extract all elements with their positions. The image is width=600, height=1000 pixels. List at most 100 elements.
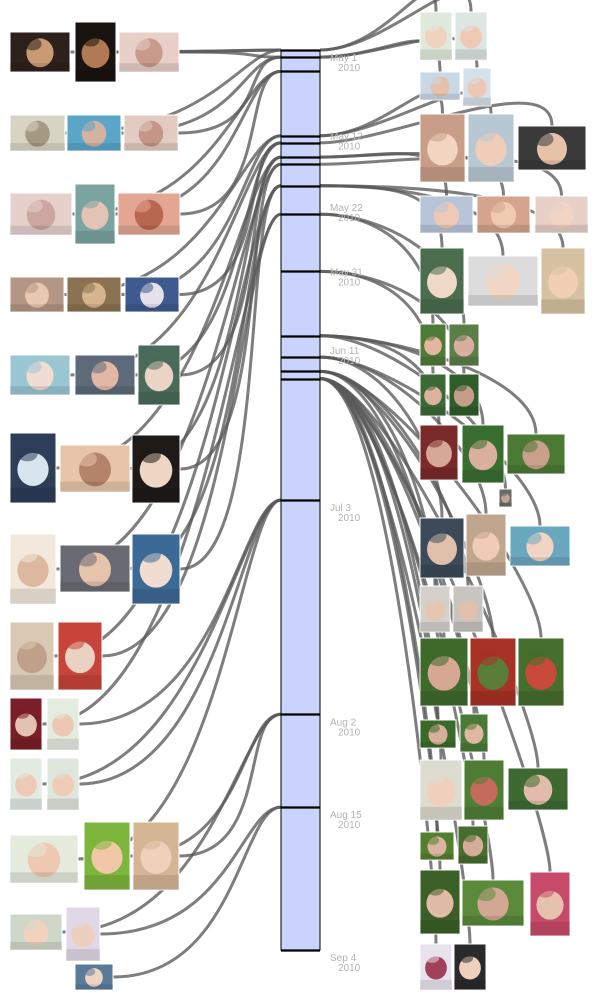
photo-thumbnail[interactable]: [448, 373, 480, 417]
photo-thumbnail[interactable]: [419, 517, 465, 579]
photo-thumbnail[interactable]: [419, 373, 447, 417]
photo-thumbnail[interactable]: [419, 869, 461, 935]
photo-thumbnail[interactable]: [419, 759, 463, 821]
photo-thumbnail[interactable]: [9, 354, 71, 396]
photo-thumbnail[interactable]: [419, 424, 459, 481]
photo-thumbnail[interactable]: [463, 759, 505, 821]
photo-thumbnail[interactable]: [74, 183, 116, 245]
connector-line: [319, 0, 473, 52]
photo-thumbnail[interactable]: [59, 444, 131, 493]
photo-thumbnail[interactable]: [517, 637, 565, 707]
photo-thumbnail[interactable]: [131, 533, 181, 605]
photo-thumbnail[interactable]: [465, 513, 507, 577]
photo-thumbnail[interactable]: [529, 871, 571, 937]
timeline-bar: [280, 49, 321, 952]
date-label: Sep 4 2010: [330, 953, 361, 974]
photo-thumbnail[interactable]: [509, 525, 571, 567]
photo-thumbnail[interactable]: [46, 757, 80, 811]
photo-thumbnail[interactable]: [419, 943, 453, 991]
connector-line: [179, 69, 282, 216]
date-label-year: 2010: [338, 963, 361, 974]
photo-thumbnail[interactable]: [540, 247, 586, 315]
photo-thumbnail[interactable]: [9, 114, 66, 152]
connector-line: [78, 498, 282, 786]
photo-thumbnail[interactable]: [457, 825, 489, 865]
photo-thumbnail[interactable]: [132, 821, 180, 891]
photo-thumbnail[interactable]: [118, 31, 180, 73]
photo-thumbnail[interactable]: [452, 585, 484, 633]
photo-thumbnail[interactable]: [461, 879, 525, 927]
photo-thumbnail[interactable]: [448, 323, 480, 367]
photo-thumbnail[interactable]: [9, 757, 43, 811]
photo-thumbnail[interactable]: [9, 621, 55, 691]
connector-line: [319, 156, 563, 197]
connector-line: [319, 101, 554, 145]
photo-thumbnail[interactable]: [419, 637, 469, 707]
photo-thumbnail[interactable]: [9, 533, 57, 605]
photo-thumbnail[interactable]: [59, 544, 131, 593]
photo-thumbnail[interactable]: [467, 255, 539, 307]
photo-thumbnail[interactable]: [419, 247, 465, 315]
photo-thumbnail[interactable]: [419, 585, 451, 633]
photo-thumbnail[interactable]: [9, 31, 71, 73]
photo-thumbnail[interactable]: [419, 11, 453, 61]
photo-thumbnail[interactable]: [74, 963, 114, 991]
photo-thumbnail[interactable]: [46, 697, 80, 751]
connector-line: [177, 55, 282, 135]
photo-thumbnail[interactable]: [57, 621, 103, 691]
date-label-day: Jun 11: [330, 346, 360, 357]
date-label-day: Aug 15: [330, 810, 362, 821]
photo-thumbnail[interactable]: [74, 354, 136, 396]
date-label-year: 2010: [338, 142, 361, 153]
photo-thumbnail[interactable]: [419, 323, 447, 367]
date-label: Jul 3 2010: [330, 503, 361, 524]
photo-thumbnail[interactable]: [454, 11, 488, 61]
photo-thumbnail[interactable]: [74, 21, 117, 83]
photo-thumbnail[interactable]: [83, 821, 131, 891]
photo-thumbnail[interactable]: [123, 114, 179, 152]
photo-thumbnail[interactable]: [534, 195, 589, 234]
photo-thumbnail[interactable]: [419, 113, 466, 183]
photo-thumbnail[interactable]: [9, 192, 73, 236]
date-label: Aug 15 2010: [330, 810, 362, 831]
date-label-day: Aug 2: [330, 717, 357, 728]
photo-thumbnail[interactable]: [517, 125, 587, 171]
date-label-year: 2010: [338, 513, 361, 524]
date-label-year: 2010: [338, 820, 361, 831]
photo-thumbnail[interactable]: [66, 114, 122, 152]
photo-thumbnail[interactable]: [469, 637, 517, 707]
photo-thumbnail[interactable]: [453, 943, 487, 991]
photo-thumbnail[interactable]: [9, 697, 43, 751]
photo-thumbnail[interactable]: [9, 834, 79, 884]
photo-thumbnail[interactable]: [65, 906, 101, 962]
photo-thumbnail[interactable]: [131, 434, 181, 504]
photo-thumbnail[interactable]: [462, 67, 492, 107]
photo-thumbnail[interactable]: [137, 344, 181, 406]
connector-line: [178, 50, 282, 59]
photo-thumbnail[interactable]: [419, 195, 474, 234]
date-label-year: 2010: [338, 727, 361, 738]
photo-thumbnail[interactable]: [419, 71, 461, 101]
date-label-day: May 1: [330, 53, 358, 64]
photo-thumbnail[interactable]: [419, 831, 455, 861]
date-label: May 31 2010: [330, 267, 363, 288]
date-label-year: 2010: [338, 277, 361, 288]
photo-thumbnail[interactable]: [506, 433, 566, 475]
photo-thumbnail[interactable]: [117, 192, 181, 236]
photo-thumbnail[interactable]: [124, 276, 180, 313]
photo-thumbnail[interactable]: [467, 113, 515, 183]
photo-thumbnail[interactable]: [419, 719, 457, 749]
photo-thumbnail[interactable]: [66, 276, 122, 313]
date-label: May 1 2010: [330, 53, 361, 74]
photo-thumbnail[interactable]: [476, 195, 531, 234]
event-markers: [281, 49, 320, 952]
photo-thumbnail[interactable]: [461, 424, 505, 484]
photo-thumbnail[interactable]: [459, 713, 489, 753]
photo-thumbnail[interactable]: [9, 276, 65, 313]
photo-thumbnail[interactable]: [9, 913, 63, 951]
photo-thumbnail[interactable]: [507, 767, 569, 811]
photo-thumbnail[interactable]: [9, 432, 57, 504]
photo-thumbnail[interactable]: [498, 488, 513, 508]
